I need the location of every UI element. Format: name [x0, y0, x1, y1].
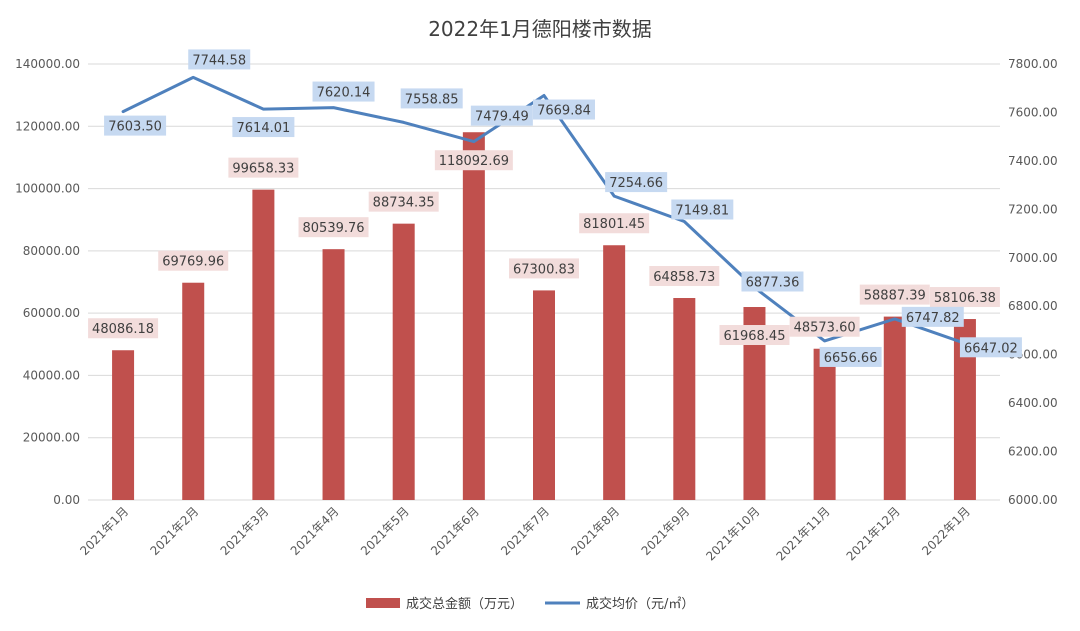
bar-series: [112, 132, 976, 500]
left-tick-label: 0.00: [53, 493, 80, 507]
bar-data-label: 67300.83: [513, 262, 575, 277]
bar-data-label: 64858.73: [653, 270, 715, 285]
right-tick-label: 7400.00: [1008, 154, 1058, 168]
bar-data-label-box: [649, 266, 720, 287]
line-series: [121, 75, 967, 345]
line-data-label-box: [104, 115, 167, 136]
right-tick-label: 7000.00: [1008, 251, 1058, 265]
right-tick-label: 7600.00: [1008, 105, 1058, 119]
left-tick-label: 80000.00: [23, 244, 80, 258]
bar: [953, 319, 976, 500]
line-data-label: 7479.49: [475, 110, 529, 125]
right-tick-label: 6200.00: [1008, 445, 1058, 459]
bar-data-label: 99658.33: [232, 162, 294, 177]
line-data-label-box: [819, 346, 882, 367]
bar-data-label: 88734.35: [373, 196, 435, 211]
line-data-label: 6877.36: [746, 275, 800, 290]
bar-data-label-box: [298, 217, 369, 238]
line-data-label: 7558.85: [405, 92, 459, 107]
bar-data-label-box: [789, 316, 860, 337]
line-data-label-box: [400, 88, 463, 109]
line-data-label: 6656.66: [824, 351, 878, 366]
bar-data-label: 48573.60: [794, 321, 856, 336]
right-axis: 6000.006200.006400.006600.006800.007000.…: [1008, 57, 1058, 507]
line-data-label: 7744.58: [192, 53, 246, 68]
line-path: [121, 75, 967, 345]
left-tick-label: 60000.00: [23, 306, 80, 320]
bar-data-label-box: [859, 284, 930, 305]
bar-data-label-box: [719, 325, 790, 346]
data-labels: 48086.18 69769.96 99658.33 80539.76 88734.35…: [88, 49, 1022, 367]
legend-label-bar: 成交总金额（万元）: [406, 596, 523, 612]
bar-data-label: 58887.39: [864, 289, 926, 304]
line-data-label: 6747.82: [906, 311, 960, 326]
line-data-label-box: [605, 172, 668, 193]
line-data-label-box: [901, 306, 964, 327]
bar: [813, 348, 836, 500]
bar-data-label: 80539.76: [303, 221, 365, 236]
legend-label-line: 成交均价（元/㎡）: [586, 596, 694, 612]
line-data-label: 6647.02: [964, 341, 1018, 356]
line-data-label: 7254.66: [609, 176, 663, 191]
bar: [112, 350, 135, 500]
left-tick-label: 100000.00: [15, 182, 80, 196]
left-tick-label: 120000.00: [15, 119, 80, 133]
chart-title: 2022年1月德阳楼市数据: [428, 17, 652, 41]
line-data-label: 7614.01: [237, 121, 291, 136]
bar-data-label: 58106.38: [934, 291, 996, 306]
line-data-label-box: [470, 105, 533, 126]
bar-data-label: 118092.69: [439, 154, 509, 169]
bar-data-label: 48086.18: [92, 322, 154, 337]
bar: [322, 249, 345, 500]
bar-data-label-box: [228, 157, 299, 178]
bar: [673, 298, 696, 500]
bar-data-label-box: [929, 287, 1000, 308]
right-tick-label: 7200.00: [1008, 202, 1058, 216]
left-tick-label: 140000.00: [15, 57, 80, 71]
bar: [743, 307, 766, 500]
line-data-label: 7620.14: [317, 86, 371, 101]
line-data-label-box: [533, 99, 595, 120]
bar: [462, 132, 485, 500]
bar: [533, 290, 555, 500]
left-axis: 0.00 20000.00 40000.00 60000.00 80000.00 1000…: [15, 57, 80, 507]
right-tick-label: 6000.00: [1008, 493, 1058, 507]
bar-data-label: 61968.45: [723, 329, 785, 344]
right-tick-label: 6800.00: [1008, 299, 1058, 313]
bar: [603, 245, 626, 500]
left-tick-label: 40000.00: [23, 368, 80, 382]
right-tick-label: 6400.00: [1008, 396, 1058, 410]
bar-data-label-box: [88, 318, 159, 339]
bar-data-label: 69769.96: [162, 255, 224, 270]
bar-data-label-box: [579, 213, 650, 234]
bar: [392, 223, 415, 500]
bar-data-label: 81801.45: [583, 217, 645, 232]
left-tick-label: 20000.00: [23, 431, 80, 445]
line-data-label: 7669.84: [537, 104, 591, 119]
line-data-label-box: [232, 117, 295, 138]
bar: [252, 189, 275, 500]
bar-data-label-box: [158, 250, 229, 271]
bar-data-label-box: [368, 191, 439, 212]
line-data-label: 7149.81: [675, 203, 729, 218]
line-data-label-box: [188, 49, 251, 70]
line-data-label-box: [312, 81, 375, 102]
right-tick-label: 7800.00: [1008, 57, 1058, 71]
legend: 成交总金额（万元） 成交均价（元/㎡）: [366, 596, 694, 612]
legend-swatch-bar: [366, 598, 400, 608]
line-data-label: 7603.50: [108, 120, 162, 135]
bar-data-label-box: [509, 258, 579, 279]
line-data-label-box: [741, 271, 804, 292]
line-data-label-box: [671, 199, 734, 220]
bar: [182, 282, 205, 500]
bar-data-label-box: [434, 150, 513, 171]
line-data-label-box: [959, 337, 1022, 358]
bar: [883, 316, 906, 500]
